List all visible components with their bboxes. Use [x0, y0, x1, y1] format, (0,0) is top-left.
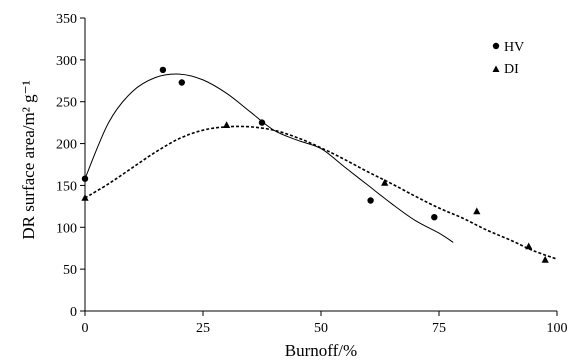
- y-tick-label-3: 150: [56, 179, 77, 194]
- point-hv-2: [178, 79, 185, 86]
- point-hv-0: [81, 175, 89, 182]
- y-tick-label-1: 50: [63, 263, 77, 278]
- legend: HV DI: [492, 40, 524, 77]
- point-di-5: [541, 255, 549, 263]
- point-di-2: [381, 178, 389, 186]
- point-di-0: [81, 194, 89, 201]
- point-di-1: [223, 121, 231, 128]
- legend-marker-hv: [492, 42, 500, 50]
- point-hv-1: [159, 66, 167, 74]
- legend-label-di: DI: [504, 62, 519, 77]
- y-axis-title: DR surface area/m² g⁻¹: [19, 80, 38, 239]
- legend-item-di: DI: [492, 62, 519, 77]
- point-hv-3: [258, 119, 266, 126]
- x-axis-title: Burnoff/%: [285, 341, 357, 360]
- point-hv-4: [367, 197, 374, 204]
- plot-area: 0 25 50 75 100 0 50 100 150 200 250 300 350: [56, 12, 568, 336]
- fit-curve-hv: [84, 73, 454, 243]
- legend-label-hv: HV: [504, 40, 524, 55]
- point-di-4: [525, 242, 533, 250]
- point-di-3: [473, 207, 481, 215]
- y-tick-label-0: 0: [70, 305, 77, 320]
- x-tick-label-3: 75: [432, 321, 446, 336]
- data-markers: [81, 66, 549, 263]
- y-tick-label-6: 300: [56, 54, 77, 69]
- x-ticks: 0 25 50 75 100: [82, 311, 568, 336]
- x-tick-label-0: 0: [82, 321, 89, 336]
- x-tick-label-2: 50: [314, 321, 328, 336]
- fit-curves: [84, 73, 558, 260]
- x-tick-label-4: 100: [547, 321, 568, 336]
- y-tick-label-2: 100: [56, 221, 77, 236]
- legend-item-hv: HV: [492, 40, 524, 55]
- point-hv-5: [431, 214, 438, 221]
- y-ticks: 0 50 100 150 200 250 300 350: [56, 12, 85, 320]
- x-tick-label-1: 25: [196, 321, 210, 336]
- y-tick-label-5: 250: [56, 96, 77, 111]
- y-tick-label-7: 350: [56, 12, 77, 27]
- y-tick-label-4: 200: [56, 138, 77, 153]
- legend-marker-di: [492, 65, 500, 72]
- fit-curve-di: [84, 125, 558, 260]
